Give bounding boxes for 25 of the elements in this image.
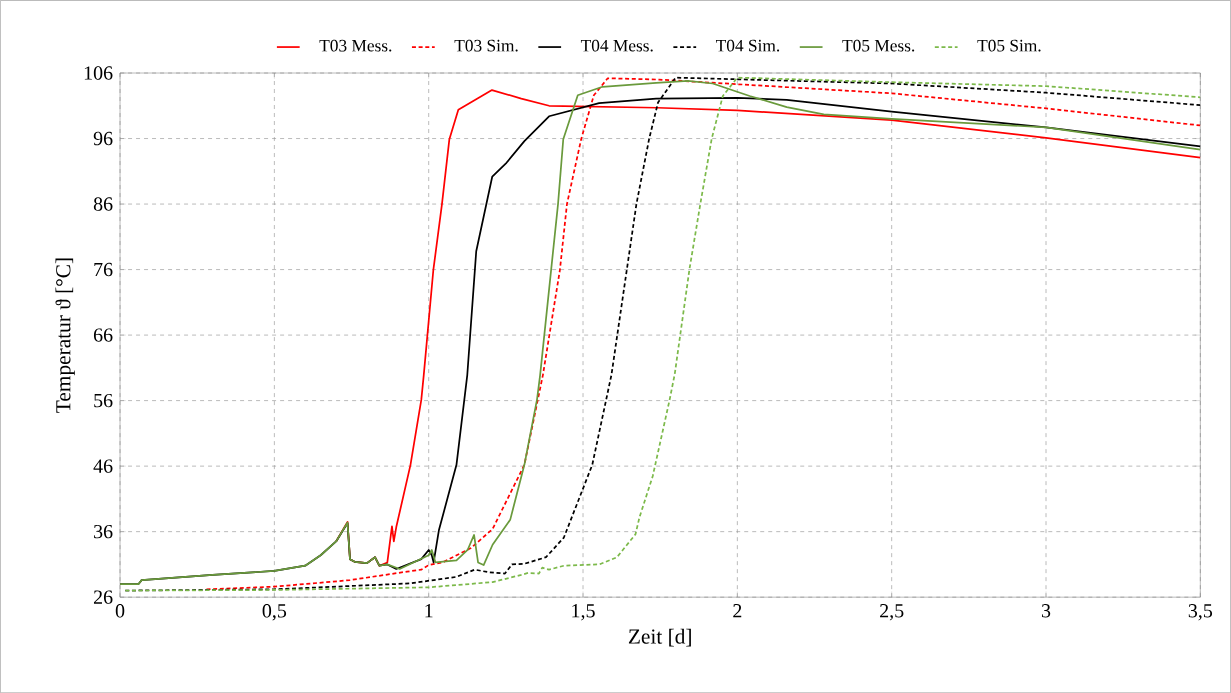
legend-label: T05 Mess.: [842, 39, 915, 52]
x-tick-label: 1,5: [572, 604, 595, 621]
legend-label: T04 Mess.: [580, 39, 653, 52]
y-axis-title: Temperatur ϑ [°C]: [55, 258, 75, 413]
x-tick-label: 3,5: [1188, 604, 1213, 621]
x-tick-label: 3: [1041, 604, 1051, 618]
y-tick-label: 86: [93, 197, 113, 211]
y-tick-label: 106: [84, 66, 113, 80]
x-tick-label: 0: [115, 604, 125, 618]
legend-label: T05 Sim.: [977, 39, 1041, 52]
x-tick-label: 0,5: [262, 604, 287, 621]
y-tick-label: 66: [93, 328, 113, 342]
x-tick-label: 1: [425, 604, 433, 618]
y-tick-label: 56: [94, 393, 113, 408]
y-tick-label: 46: [93, 459, 113, 473]
x-tick-label: 2: [733, 604, 742, 618]
y-tick-label: 26: [93, 590, 113, 604]
y-tick-label: 76: [94, 262, 113, 277]
x-tick-label: 2,5: [880, 604, 904, 621]
legend-label: T03 Sim.: [454, 39, 518, 52]
legend-label: T03 Mess.: [319, 39, 392, 52]
legend-label: T04 Sim.: [716, 39, 780, 52]
y-tick-label: 96: [93, 131, 113, 146]
x-axis-title: Zeit [d]: [628, 628, 691, 647]
y-tick-label: 36: [94, 524, 113, 539]
